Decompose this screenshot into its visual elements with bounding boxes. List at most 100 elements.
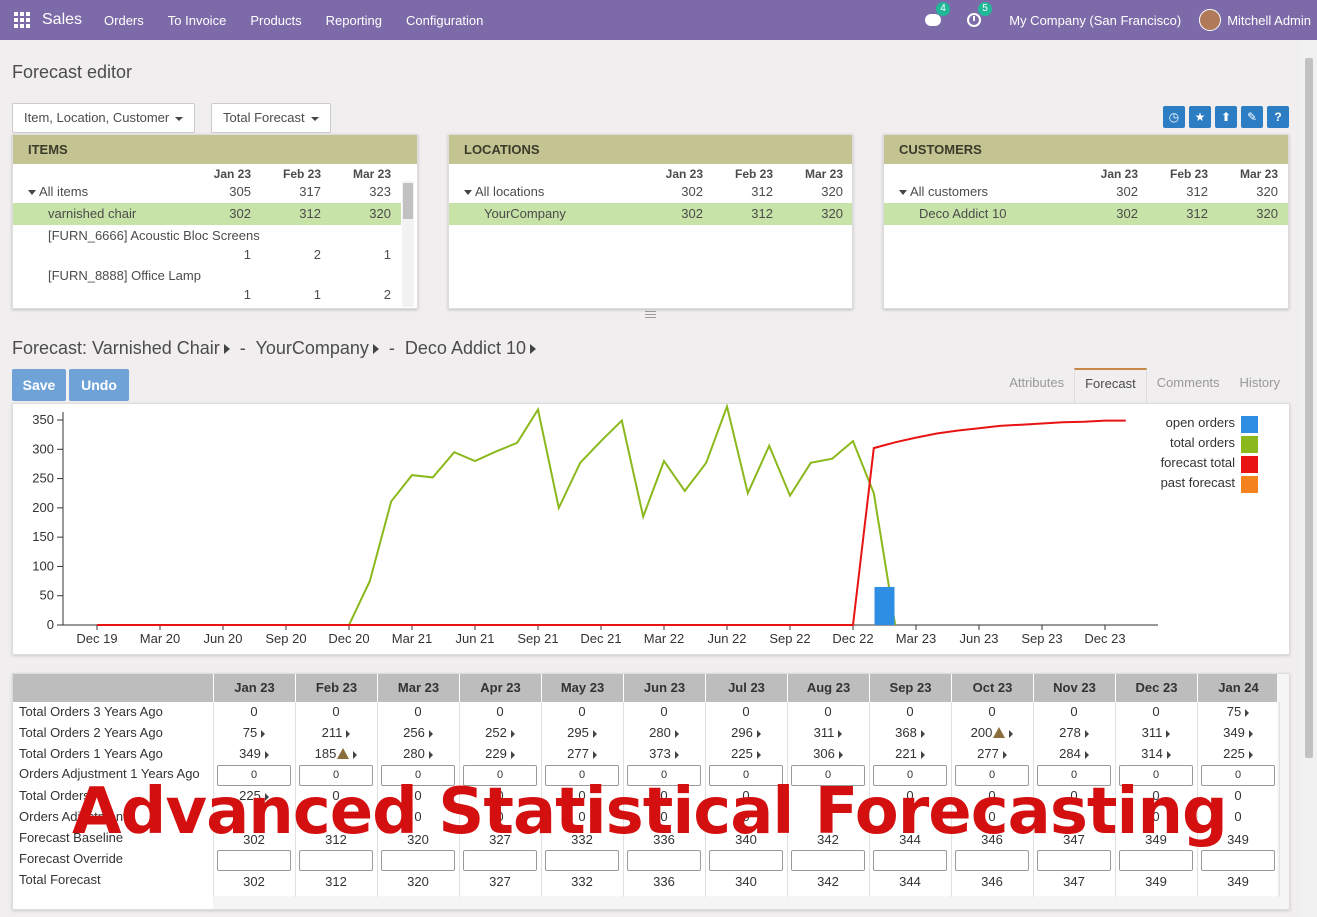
grid-cell[interactable]: 221 [869, 746, 951, 761]
caret-right-icon[interactable] [264, 750, 269, 759]
forecast-customer-link[interactable]: Deco Addict 10 [404, 338, 526, 358]
undo-button[interactable]: Undo [69, 369, 129, 401]
caret-right-icon[interactable] [346, 729, 351, 738]
grid-cell[interactable]: 296 [705, 725, 787, 740]
grid-input[interactable] [463, 850, 537, 871]
grid-input[interactable] [381, 850, 455, 871]
caret-right-icon[interactable] [920, 750, 925, 759]
caret-right-icon[interactable] [756, 750, 761, 759]
caret-right-icon[interactable] [1084, 750, 1089, 759]
locations-total-row[interactable]: All locations 302 312 320 [449, 181, 852, 203]
caret-right-icon[interactable] [1002, 750, 1007, 759]
grid-input[interactable] [217, 850, 291, 871]
grid-input[interactable]: 0 [955, 765, 1029, 786]
page-scrollbar-thumb[interactable] [1305, 58, 1313, 758]
grid-cell[interactable]: 225 [705, 746, 787, 761]
grid-cell[interactable]: 277 [951, 746, 1033, 761]
user-menu[interactable]: Mitchell Admin [1227, 12, 1311, 28]
grid-cell[interactable]: 295 [541, 725, 623, 740]
grid-input[interactable]: 0 [299, 765, 373, 786]
resize-handle[interactable] [645, 311, 656, 320]
grid-input[interactable]: 0 [1037, 765, 1111, 786]
grid-input[interactable] [709, 850, 783, 871]
tab-history[interactable]: History [1239, 375, 1280, 390]
upload-button[interactable]: ⬆ [1215, 106, 1237, 128]
caret-right-icon[interactable] [1084, 729, 1089, 738]
company-switcher[interactable]: My Company (San Francisco) [1009, 12, 1182, 28]
caret-right-icon[interactable] [1009, 729, 1014, 738]
forecast-item-link[interactable]: Varnished Chair [92, 338, 220, 358]
caret-right-icon[interactable] [261, 729, 266, 738]
items-scrollbar-thumb[interactable] [403, 183, 413, 219]
menu-products[interactable]: Products [250, 12, 302, 28]
customers-row[interactable]: Deco Addict 10 302 312 320 [884, 203, 1288, 225]
menu-orders[interactable]: Orders [104, 12, 144, 28]
grid-cell[interactable]: 277 [541, 746, 623, 761]
grid-input[interactable]: 0 [381, 765, 455, 786]
grid-input[interactable]: 0 [873, 765, 947, 786]
grid-cell[interactable]: 373 [623, 746, 705, 761]
dimensions-dropdown[interactable]: Item, Location, Customer [12, 103, 196, 133]
caret-right-icon[interactable] [674, 750, 679, 759]
grid-input[interactable] [1201, 850, 1275, 871]
items-row[interactable]: [FURN_8888] Office Lamp 1 1 2 [13, 265, 401, 305]
app-name[interactable]: Sales [42, 11, 83, 28]
grid-cell[interactable]: 306 [787, 746, 869, 761]
grid-input[interactable]: 0 [545, 765, 619, 786]
grid-cell[interactable]: 229 [459, 746, 541, 761]
caret-right-icon[interactable] [510, 729, 515, 738]
grid-input[interactable] [545, 850, 619, 871]
grid-cell[interactable]: 252 [459, 725, 541, 740]
grid-cell[interactable]: 314 [1115, 746, 1197, 761]
caret-right-icon[interactable] [1248, 729, 1253, 738]
grid-input[interactable] [1119, 850, 1193, 871]
measure-dropdown[interactable]: Total Forecast [211, 103, 331, 133]
grid-vertical-scrollbar[interactable] [1277, 674, 1289, 909]
caret-right-icon[interactable] [428, 729, 433, 738]
grid-cell[interactable]: 75 [1197, 704, 1279, 719]
caret-right-icon[interactable] [756, 729, 761, 738]
menu-configuration[interactable]: Configuration [406, 12, 484, 28]
items-scrollbar[interactable] [402, 181, 414, 307]
apps-menu-icon[interactable] [14, 12, 30, 28]
items-row[interactable]: varnished chair 302 312 320 [13, 203, 401, 225]
page-scrollbar[interactable] [1300, 40, 1317, 917]
grid-cell[interactable]: 368 [869, 725, 951, 740]
locations-row[interactable]: YourCompany 302 312 320 [449, 203, 852, 225]
grid-cell[interactable]: 225 [1197, 746, 1279, 761]
tab-attributes[interactable]: Attributes [1009, 375, 1065, 390]
caret-right-icon[interactable] [1245, 708, 1250, 717]
caret-right-icon[interactable] [592, 729, 597, 738]
forecast-location-link[interactable]: YourCompany [255, 338, 369, 358]
messages-button[interactable]: 4 [925, 2, 950, 29]
grid-cell[interactable]: 225 [213, 788, 295, 803]
grid-input[interactable]: 0 [1119, 765, 1193, 786]
caret-right-icon[interactable] [920, 729, 925, 738]
grid-cell[interactable]: 311 [1115, 725, 1197, 740]
help-button[interactable]: ? [1267, 106, 1289, 128]
grid-input[interactable]: 0 [709, 765, 783, 786]
grid-cell[interactable]: 278 [1033, 725, 1115, 740]
caret-right-icon[interactable] [1166, 729, 1171, 738]
grid-input[interactable] [627, 850, 701, 871]
grid-cell[interactable]: 311 [787, 725, 869, 740]
customers-total-row[interactable]: All customers 302 312 320 [884, 181, 1288, 203]
caret-right-icon[interactable] [1166, 750, 1171, 759]
grid-input[interactable] [791, 850, 865, 871]
grid-cell[interactable]: 256 [377, 725, 459, 740]
grid-input[interactable]: 0 [217, 765, 291, 786]
activities-button[interactable]: 5 [967, 2, 992, 29]
caret-right-icon[interactable] [264, 792, 269, 801]
grid-cell[interactable]: 280 [623, 725, 705, 740]
grid-cell[interactable]: 200 [951, 725, 1033, 740]
avatar[interactable] [1199, 9, 1222, 31]
grid-input[interactable] [955, 850, 1029, 871]
grid-cell[interactable]: 75 [213, 725, 295, 740]
grid-cell[interactable]: 185 [295, 746, 377, 761]
grid-input[interactable]: 0 [1201, 765, 1275, 786]
star-button[interactable]: ★ [1189, 106, 1211, 128]
grid-cell[interactable]: 349 [1197, 725, 1279, 740]
grid-input[interactable] [1037, 850, 1111, 871]
grid-input[interactable]: 0 [627, 765, 701, 786]
caret-right-icon[interactable] [428, 750, 433, 759]
